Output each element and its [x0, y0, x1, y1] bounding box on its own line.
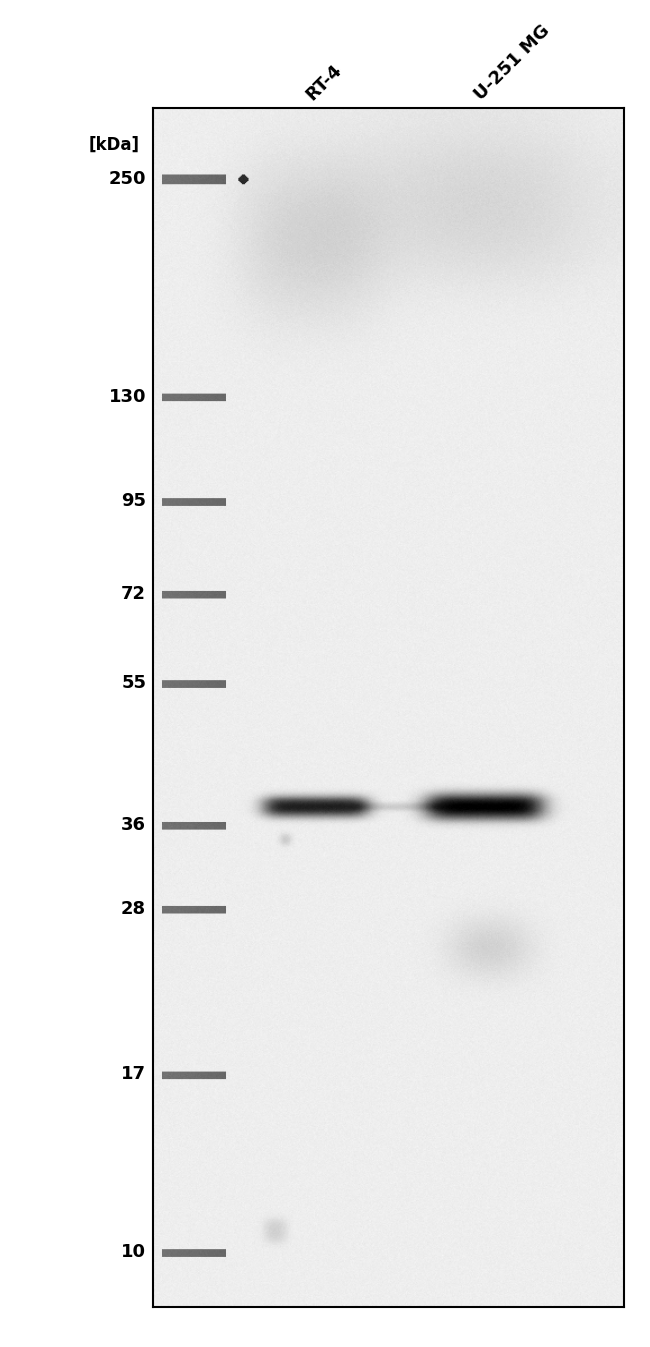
Text: RT-4: RT-4 — [303, 61, 346, 104]
Text: 130: 130 — [109, 388, 146, 405]
Text: 36: 36 — [122, 816, 146, 834]
Text: 250: 250 — [109, 170, 146, 187]
Text: 10: 10 — [122, 1243, 146, 1261]
Text: 17: 17 — [122, 1065, 146, 1083]
Text: 95: 95 — [122, 492, 146, 511]
Text: [kDa]: [kDa] — [89, 136, 140, 154]
Text: U-251 MG: U-251 MG — [471, 22, 553, 104]
Text: 28: 28 — [121, 900, 146, 917]
Text: 55: 55 — [122, 675, 146, 692]
Text: 72: 72 — [122, 585, 146, 603]
